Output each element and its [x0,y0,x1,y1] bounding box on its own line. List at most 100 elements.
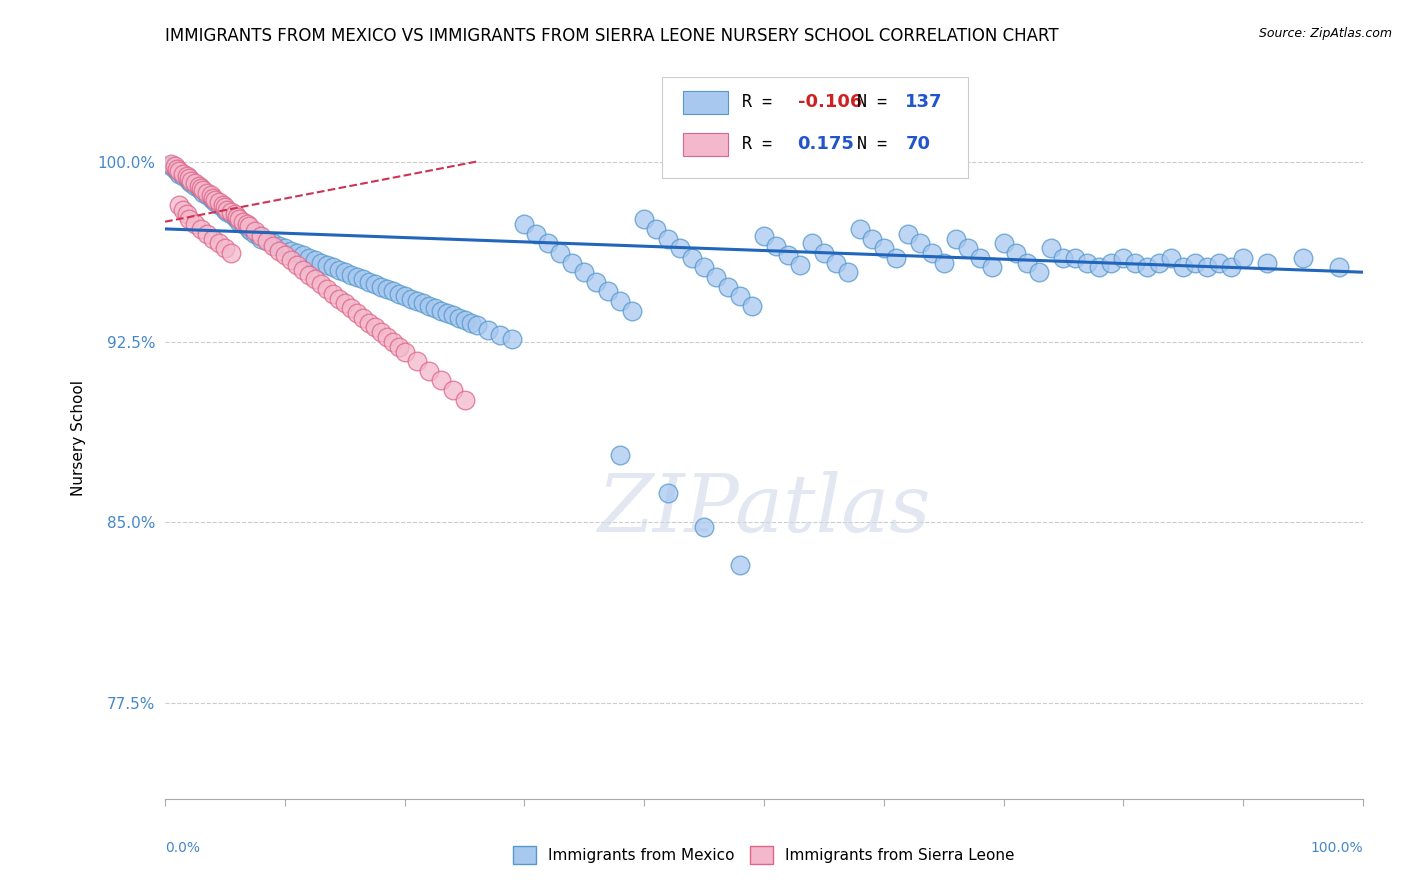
Point [932,255,955,269]
Point [681,251,703,265]
Point [980,260,1002,275]
Point [250,231,273,245]
Point [219,246,242,260]
Point [267,244,290,258]
Point [328,262,350,277]
Point [238,222,260,236]
Point [405,354,427,368]
Point [1076,255,1098,269]
Point [247,229,270,244]
Point [441,383,464,397]
Point [214,202,236,217]
Text: ZIPatlas: ZIPatlas [598,472,931,549]
Point [217,202,239,217]
Point [399,292,422,306]
Point [752,229,775,244]
Point [561,255,583,269]
Point [208,198,231,212]
Point [776,248,799,262]
Point [460,316,482,330]
Bar [682,133,728,156]
Point [526,227,548,241]
Point [388,286,411,301]
Point [256,234,278,248]
Point [405,293,427,308]
Point [394,344,416,359]
Point [228,215,250,229]
Point [322,286,344,301]
Text: 137: 137 [905,93,943,111]
Point [436,306,458,320]
Point [204,195,226,210]
Point [574,265,596,279]
Point [363,277,385,292]
Text: N =: N = [858,93,897,111]
Point [813,246,835,260]
Point [728,558,751,573]
Point [208,236,231,251]
Point [211,200,233,214]
Point [195,186,218,200]
Point [765,238,787,252]
Point [489,327,512,342]
Point [824,255,846,269]
Point [190,183,212,197]
Text: 70: 70 [905,135,931,153]
Point [1160,251,1182,265]
Point [513,217,536,231]
Point [453,313,475,327]
Point [219,205,242,219]
Bar [682,91,728,114]
Point [201,231,224,245]
Point [1112,251,1135,265]
Point [262,236,284,251]
Point [609,448,631,462]
Point [945,231,967,245]
Point [717,279,740,293]
Point [201,193,224,207]
Point [381,334,404,349]
Text: R =: R = [742,93,782,111]
Point [256,234,278,248]
Point [429,303,451,318]
Point [969,251,991,265]
Point [291,262,314,277]
Point [328,292,350,306]
Point [333,296,356,310]
Point [169,198,191,212]
Point [1040,241,1063,255]
Point [884,251,907,265]
Point [394,289,416,303]
Point [291,248,314,262]
Point [184,217,207,231]
Text: 100.0%: 100.0% [1310,841,1362,855]
Point [1004,246,1026,260]
Point [873,241,896,255]
Point [621,303,644,318]
Point [274,241,297,255]
Point [537,236,560,251]
Point [232,215,254,229]
Point [232,217,254,231]
Point [190,181,212,195]
Point [441,309,464,323]
Point [238,219,260,234]
Point [315,282,337,296]
Point [169,167,191,181]
Point [1292,251,1315,265]
Point [381,285,404,299]
Point [585,275,607,289]
Point [176,169,198,183]
Point [1064,251,1087,265]
Point [645,222,668,236]
Point [669,241,692,255]
Point [837,265,859,279]
Point [195,227,218,241]
Point [163,161,186,176]
Point [200,191,222,205]
Point [339,301,361,316]
Point [1052,251,1074,265]
Point [217,205,239,219]
Point [412,296,434,310]
Point [304,272,326,286]
